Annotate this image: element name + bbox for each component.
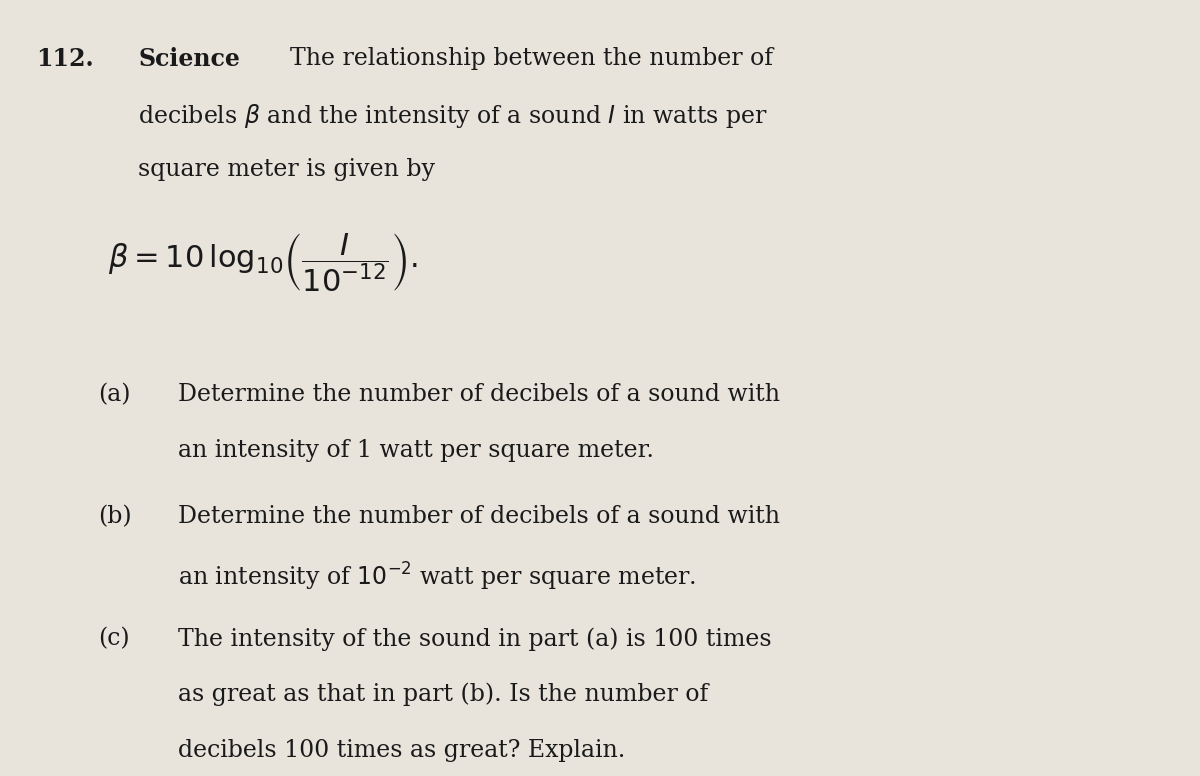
Text: Determine the number of decibels of a sound with: Determine the number of decibels of a so… [178,505,780,528]
Text: as great as that in part (b). Is the number of: as great as that in part (b). Is the num… [178,683,708,706]
Text: decibels 100 times as great? Explain.: decibels 100 times as great? Explain. [178,739,625,762]
Text: The relationship between the number of: The relationship between the number of [290,47,774,70]
Text: (b): (b) [98,505,132,528]
Text: an intensity of 1 watt per square meter.: an intensity of 1 watt per square meter. [178,439,654,462]
Text: decibels $\beta$ and the intensity of a sound $I$ in watts per: decibels $\beta$ and the intensity of a … [138,102,768,130]
Text: Science: Science [138,47,240,71]
Text: an intensity of $10^{-2}$ watt per square meter.: an intensity of $10^{-2}$ watt per squar… [178,561,696,593]
Text: (a): (a) [98,383,131,407]
Text: (c): (c) [98,627,130,650]
Text: $\beta = 10\,\log_{10}\!\left(\dfrac{I}{10^{-12}}\right).$: $\beta = 10\,\log_{10}\!\left(\dfrac{I}{… [108,232,418,294]
Text: 112.: 112. [36,47,94,71]
Text: The intensity of the sound in part (a) is 100 times: The intensity of the sound in part (a) i… [178,627,772,650]
Text: square meter is given by: square meter is given by [138,158,436,182]
Text: Determine the number of decibels of a sound with: Determine the number of decibels of a so… [178,383,780,407]
